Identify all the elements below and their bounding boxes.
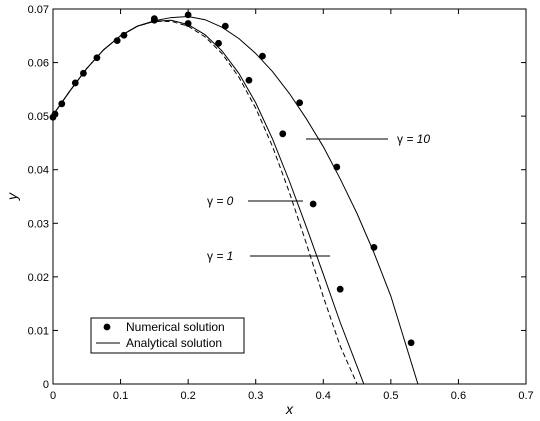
data-point bbox=[333, 163, 341, 171]
data-point bbox=[336, 285, 344, 293]
x-axis-label: x bbox=[285, 401, 294, 417]
annotation-symbol: γ bbox=[207, 194, 213, 208]
annotation: γ = 0 bbox=[207, 194, 303, 208]
y-axis-label: y bbox=[4, 192, 20, 201]
data-point bbox=[296, 99, 304, 107]
data-point bbox=[221, 22, 229, 30]
annotation: γ = 1 bbox=[207, 249, 330, 263]
data-point bbox=[113, 37, 121, 45]
data-point bbox=[309, 200, 317, 208]
annotation: γ = 10 bbox=[306, 132, 430, 146]
y-tick-label: 0.03 bbox=[28, 218, 49, 230]
annotation-value: = 1 bbox=[213, 249, 233, 263]
data-point bbox=[93, 54, 101, 62]
x-tick-label: 0.3 bbox=[248, 390, 263, 402]
solid-curve bbox=[52, 15, 419, 385]
annotation-symbol: γ bbox=[207, 249, 213, 263]
y-tick-label: 0.01 bbox=[28, 325, 49, 337]
legend-label: Analytical solution bbox=[126, 336, 222, 350]
y-tick-label: 0.06 bbox=[28, 58, 49, 70]
data-point bbox=[71, 79, 79, 87]
data-point bbox=[150, 15, 158, 23]
annotation-value: = 10 bbox=[403, 132, 430, 146]
series-layer bbox=[49, 11, 419, 385]
data-point bbox=[58, 100, 66, 108]
data-point bbox=[215, 39, 222, 47]
data-point bbox=[184, 20, 192, 27]
y-tick-label: 0.05 bbox=[28, 111, 49, 123]
annotation-label: γ = 10 bbox=[397, 132, 430, 146]
x-tick-label: 0.7 bbox=[518, 390, 533, 402]
legend-marker-dot bbox=[103, 323, 111, 331]
x-tick-label: 0.2 bbox=[180, 390, 195, 402]
legend-box bbox=[90, 317, 245, 354]
data-point bbox=[80, 69, 87, 77]
plot-frame bbox=[52, 8, 527, 385]
x-tick-label: 0.5 bbox=[383, 390, 398, 402]
legend-label: Numerical solution bbox=[126, 320, 225, 334]
y-tick-label: 0 bbox=[43, 379, 49, 391]
annotation-layer: γ = 10γ = 0γ = 1 bbox=[207, 132, 430, 263]
axes-layer: 0 0.1 0.2 0.3 0.4 0.5 0.6 0.7 0 0.01 0.02 0.03 0.04 0… bbox=[4, 4, 534, 417]
annotation-label: γ = 1 bbox=[207, 249, 233, 263]
annotation-label: γ = 0 bbox=[207, 194, 234, 208]
data-point bbox=[259, 52, 266, 60]
data-point bbox=[370, 243, 378, 251]
x-tick-label: 0.4 bbox=[316, 390, 331, 402]
data-point bbox=[245, 76, 253, 84]
x-tick-label: 0.6 bbox=[451, 390, 466, 402]
y-tick-label: 0.07 bbox=[28, 4, 49, 16]
data-point bbox=[279, 130, 287, 138]
x-tick-label: 0.1 bbox=[113, 390, 128, 402]
data-point bbox=[184, 11, 192, 19]
y-tick-label: 0.02 bbox=[28, 272, 49, 284]
data-point bbox=[120, 31, 128, 39]
data-point bbox=[407, 339, 415, 347]
legend: Numerical solution Analytical solution bbox=[90, 317, 245, 354]
annotation-value: = 0 bbox=[213, 194, 234, 208]
y-tick-label: 0.04 bbox=[28, 165, 49, 177]
annotation-symbol: γ bbox=[397, 132, 403, 146]
x-tick-label: 0 bbox=[50, 390, 56, 402]
